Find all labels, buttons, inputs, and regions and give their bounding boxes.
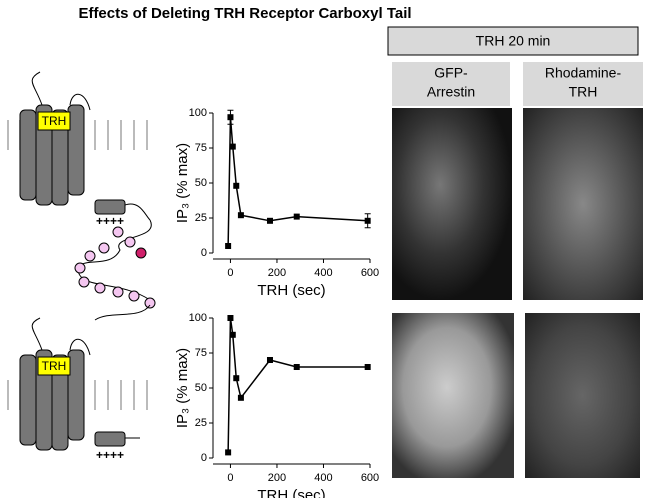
image-label: Arrestin bbox=[427, 84, 475, 100]
x-tick-label: 600 bbox=[361, 267, 379, 279]
data-point bbox=[229, 143, 236, 150]
data-line bbox=[227, 317, 368, 453]
charge-label: ++++ bbox=[96, 448, 124, 462]
data-point bbox=[225, 243, 232, 249]
image-label: Rhodamine- bbox=[545, 65, 622, 81]
data-point bbox=[364, 217, 371, 224]
data-point bbox=[237, 212, 244, 219]
x-tick-label: 200 bbox=[268, 472, 286, 484]
data-point bbox=[227, 114, 234, 121]
x-tick-label: 400 bbox=[314, 267, 332, 279]
image-label-box bbox=[523, 62, 643, 106]
figure-title: Effects of Deleting TRH Receptor Carboxy… bbox=[78, 5, 411, 22]
data-point bbox=[293, 364, 300, 370]
ligand-label: TRH bbox=[42, 359, 67, 373]
y-tick-label: 25 bbox=[195, 212, 207, 224]
y-tick-label: 25 bbox=[195, 417, 207, 429]
micrograph bbox=[392, 108, 512, 300]
y-axis-label: IP₃ (% max) bbox=[174, 348, 191, 428]
ligand-label: TRH bbox=[42, 114, 67, 128]
receptor-diagram bbox=[7, 71, 156, 321]
data-line bbox=[227, 117, 368, 247]
x-tick-label: 200 bbox=[268, 267, 286, 279]
x-axis-label: TRH (sec) bbox=[257, 282, 325, 299]
data-point bbox=[233, 375, 240, 382]
y-tick-label: 50 bbox=[195, 382, 207, 394]
image-label: TRH bbox=[569, 84, 598, 100]
image-label-box bbox=[392, 62, 510, 106]
x-tick-label: 0 bbox=[227, 267, 233, 279]
x-axis-label: TRH (sec) bbox=[257, 487, 325, 498]
x-tick-label: 0 bbox=[227, 472, 233, 484]
x-tick-label: 400 bbox=[314, 472, 332, 484]
y-tick-label: 100 bbox=[189, 312, 207, 324]
panel-header-box bbox=[387, 26, 639, 56]
y-tick-label: 100 bbox=[189, 107, 207, 119]
micrograph bbox=[525, 313, 640, 478]
receptor-diagram bbox=[7, 317, 148, 451]
data-point bbox=[227, 315, 234, 321]
image-label: GFP- bbox=[434, 65, 468, 81]
micrograph bbox=[523, 108, 643, 300]
panel-header: TRH 20 min bbox=[476, 33, 551, 49]
micrograph bbox=[392, 313, 514, 478]
y-tick-label: 75 bbox=[195, 347, 207, 359]
y-axis-label: IP₃ (% max) bbox=[174, 143, 191, 223]
data-point bbox=[229, 331, 236, 338]
data-point bbox=[237, 394, 244, 401]
y-tick-label: 50 bbox=[195, 177, 207, 189]
y-tick-label: 75 bbox=[195, 142, 207, 154]
data-point bbox=[225, 449, 232, 456]
data-point bbox=[266, 217, 273, 224]
data-point bbox=[293, 213, 300, 220]
data-point bbox=[364, 364, 371, 370]
data-point bbox=[233, 182, 240, 189]
y-tick-label: 0 bbox=[201, 452, 207, 464]
x-tick-label: 600 bbox=[361, 472, 379, 484]
y-tick-label: 0 bbox=[201, 247, 207, 259]
charge-label: ++++ bbox=[96, 214, 124, 228]
data-point bbox=[266, 357, 273, 363]
